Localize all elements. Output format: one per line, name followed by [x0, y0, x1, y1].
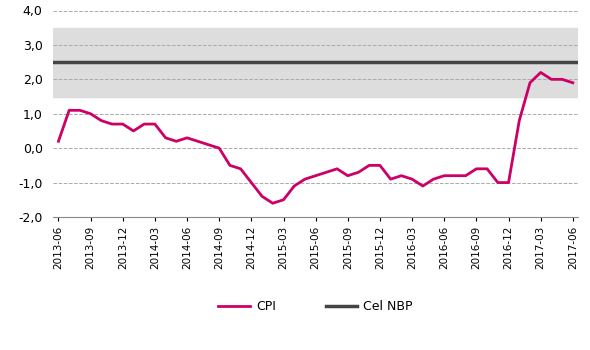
CPI [333, 167, 340, 171]
CPI [376, 163, 384, 168]
CPI [559, 77, 566, 82]
CPI [569, 81, 576, 85]
CPI [130, 129, 137, 133]
Cel NBP [65, 60, 73, 64]
CPI [366, 163, 373, 168]
CPI [119, 122, 126, 126]
Bar [53, 28, 578, 97]
CPI [109, 122, 116, 126]
CPI [387, 177, 394, 181]
CPI [237, 167, 244, 171]
CPI [152, 122, 159, 126]
CPI [505, 181, 512, 185]
Cel NBP [55, 60, 62, 64]
CPI [301, 177, 309, 181]
CPI [473, 167, 480, 171]
CPI [76, 108, 83, 112]
CPI [258, 194, 266, 198]
CPI [323, 170, 330, 174]
CPI [462, 174, 469, 178]
CPI [280, 198, 287, 202]
CPI [355, 170, 362, 174]
CPI [216, 146, 223, 150]
CPI [398, 174, 405, 178]
CPI [173, 139, 180, 144]
CPI [526, 81, 533, 85]
CPI [87, 112, 94, 116]
CPI [419, 184, 427, 188]
CPI [291, 184, 298, 188]
CPI [430, 177, 437, 181]
CPI [194, 139, 201, 144]
CPI [408, 177, 415, 181]
CPI [484, 167, 491, 171]
CPI [98, 119, 105, 123]
Legend: CPI, Cel NBP: CPI, Cel NBP [214, 295, 418, 318]
CPI [441, 174, 448, 178]
CPI [227, 163, 234, 168]
CPI [183, 136, 191, 140]
CPI [312, 174, 319, 178]
CPI [65, 108, 73, 112]
CPI [516, 119, 523, 123]
CPI [494, 181, 501, 185]
CPI [205, 143, 212, 147]
Line: CPI: CPI [58, 72, 573, 203]
CPI [162, 136, 169, 140]
CPI [451, 174, 458, 178]
CPI [248, 181, 255, 185]
CPI [548, 77, 555, 82]
CPI [537, 70, 544, 75]
CPI [55, 139, 62, 144]
CPI [140, 122, 148, 126]
CPI [269, 201, 276, 205]
CPI [344, 174, 351, 178]
